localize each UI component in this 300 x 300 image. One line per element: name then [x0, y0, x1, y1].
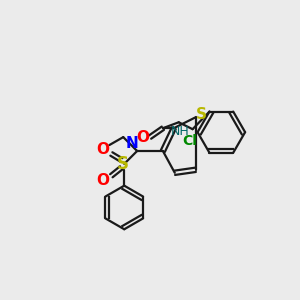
- Text: Cl: Cl: [182, 134, 197, 148]
- Text: S: S: [117, 155, 129, 173]
- Text: O: O: [96, 142, 109, 157]
- Text: O: O: [96, 173, 109, 188]
- Text: S: S: [196, 107, 207, 122]
- Text: O: O: [136, 130, 150, 145]
- Text: N: N: [126, 136, 139, 151]
- Text: NH: NH: [170, 125, 189, 138]
